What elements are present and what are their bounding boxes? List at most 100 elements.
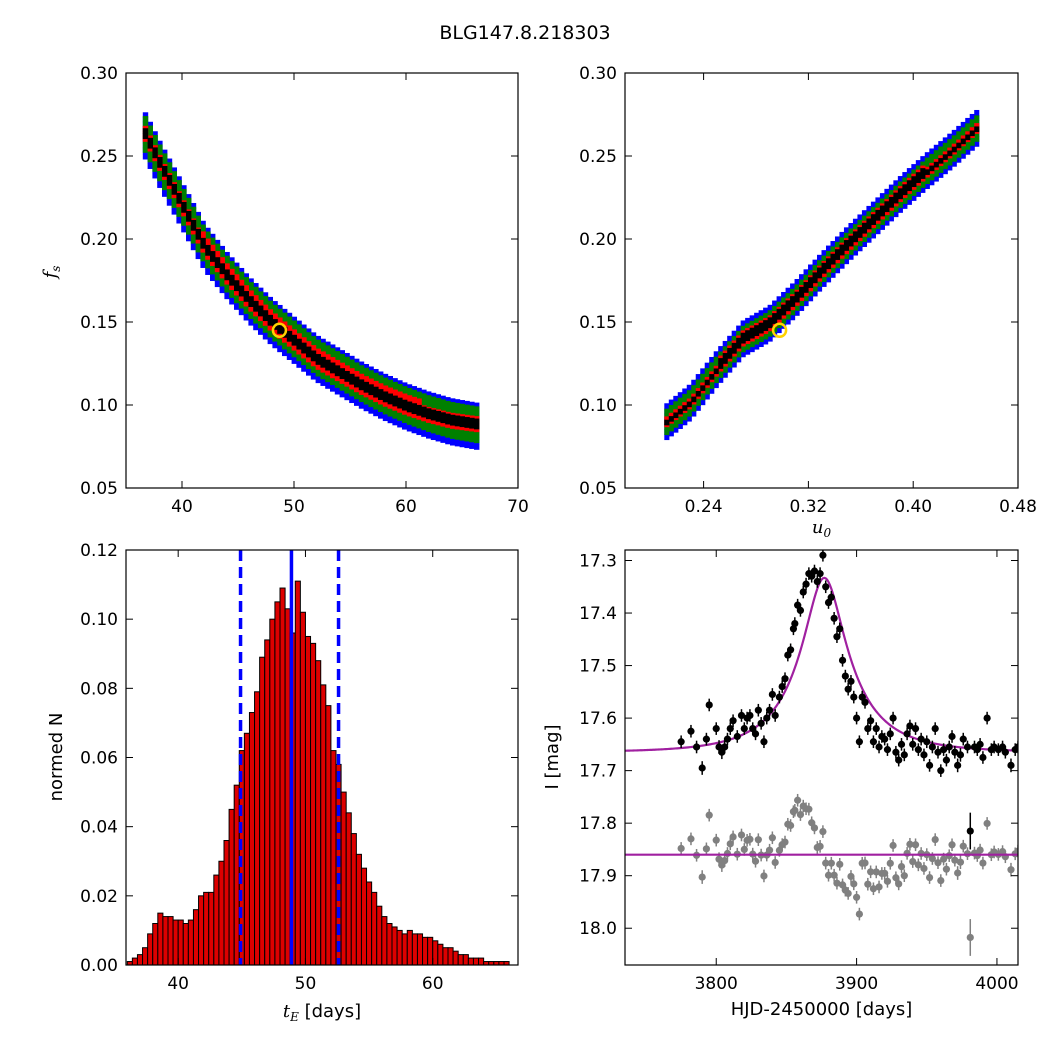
- panel1-density-cell: [349, 364, 355, 371]
- panel2-density-cell: [704, 373, 710, 379]
- panel1-density-cell: [166, 174, 173, 181]
- panel1-density-cell: [258, 296, 264, 303]
- panel1-density-cell: [224, 286, 230, 293]
- panel2-density-cell: [938, 167, 944, 173]
- panel2-density-cell: [884, 194, 890, 200]
- panel1-density-cell: [426, 391, 432, 397]
- panel1-density-cell: [248, 282, 254, 288]
- panel1-density-cell: [397, 397, 403, 404]
- panel1-density-cell: [234, 274, 240, 280]
- panel1-density-cell: [459, 441, 465, 448]
- panel1-density-cell: [190, 206, 197, 213]
- residual-point: [925, 873, 934, 882]
- panel1-density-cell: [315, 348, 321, 355]
- panel2-density-cell: [767, 331, 773, 337]
- panel2-density-cell: [956, 131, 962, 137]
- panel3-ytick-label: 0.08: [80, 679, 118, 699]
- panel2-density-cell: [956, 136, 962, 143]
- data-point: [830, 614, 838, 622]
- panel1-density-cell: [253, 324, 259, 331]
- panel1-density-cell: [411, 421, 417, 427]
- panel2-density-cell: [736, 351, 742, 358]
- panel2-density-cell: [920, 173, 926, 179]
- panel1-density-cell: [402, 382, 408, 388]
- panel1-density-cell: [435, 416, 441, 422]
- panel1-density-cell: [459, 400, 465, 406]
- panel2-density-cell: [825, 271, 832, 278]
- panel2-density-cell: [938, 151, 944, 158]
- panel1-density-cell: [320, 347, 326, 354]
- panel2-density-cell: [758, 336, 764, 343]
- panel2-density-cell: [713, 351, 719, 357]
- panel1-density-cell: [306, 328, 312, 335]
- panel1-density-cell: [200, 220, 206, 227]
- panel2-density-cell: [785, 293, 791, 299]
- panel3-xtick-label: 60: [422, 974, 444, 994]
- panel1-density-cell: [162, 174, 168, 180]
- panel1-density-cell: [344, 370, 350, 377]
- panel1-density-cell: [219, 257, 225, 263]
- panel2-density-cell: [825, 266, 832, 273]
- panel1-density-cell: [330, 344, 336, 351]
- panel1-density-cell: [219, 268, 225, 275]
- panel1-density-cell: [397, 402, 403, 409]
- panel1-density-cell: [368, 384, 374, 390]
- panel1-density-cell: [454, 434, 461, 440]
- panel4-ytick-label: 17.4: [579, 604, 617, 624]
- panel1-density-cell: [402, 399, 408, 406]
- residual-point: [864, 880, 872, 888]
- panel2-density-cell: [888, 189, 894, 196]
- panel2-density-cell: [695, 384, 701, 391]
- panel2-density-cell: [700, 382, 706, 389]
- panel1-density-cell: [411, 427, 417, 434]
- panel1-density-cell: [445, 422, 451, 428]
- panel2-density-cell: [740, 340, 746, 347]
- panel2-density-cell: [933, 171, 939, 177]
- panel1-density-cell: [416, 429, 422, 436]
- panel1-density-cell: [435, 410, 441, 417]
- panel2-density-cell: [938, 172, 944, 178]
- panel1-density-cell: [162, 149, 168, 156]
- histogram-bar: [355, 853, 362, 965]
- panel2-density-cell: [839, 244, 845, 251]
- panel1-density-cell: [382, 385, 389, 392]
- panel2-density-cell: [713, 356, 719, 363]
- panel1-density-cell: [210, 268, 216, 275]
- panel1-density-cell: [291, 340, 297, 346]
- panel2-density-cell: [843, 258, 850, 265]
- panel1-density-cell: [454, 440, 461, 447]
- data-point: [836, 625, 844, 633]
- panel2-density-cell: [920, 182, 926, 188]
- panel2-density-cell: [906, 185, 912, 192]
- panel1-density-cell: [387, 417, 393, 424]
- panel1-density-cell: [306, 356, 312, 363]
- panel2-density-cell: [870, 219, 876, 225]
- panel1-density-cell: [330, 372, 336, 379]
- histogram-bar: [427, 936, 434, 965]
- panel2-density-cell: [754, 325, 760, 331]
- panel1-density-cell: [171, 189, 177, 195]
- panel2-density-cell: [817, 260, 823, 266]
- panel1-density-cell: [147, 130, 153, 137]
- panel1-density-cell: [205, 257, 211, 264]
- panel2-density-cell: [947, 164, 953, 171]
- panel2-density-cell: [834, 241, 841, 248]
- panel2-density-cell: [879, 205, 885, 212]
- residual-point: [824, 871, 833, 879]
- data-point: [737, 711, 746, 720]
- panel2-density-cell: [718, 351, 724, 358]
- histogram-bar: [294, 580, 301, 965]
- panel2-density-cell: [857, 227, 863, 233]
- data-point: [903, 730, 911, 738]
- panel2-density-cell: [677, 405, 683, 412]
- panel2-density-cell: [700, 373, 706, 380]
- panel4-ytick-label: 17.9: [579, 867, 617, 887]
- panel2-density-cell: [799, 295, 805, 301]
- panel1-density-cell: [378, 389, 384, 395]
- residual-point: [976, 846, 984, 854]
- panel2-density-cell: [790, 288, 796, 295]
- histogram-bar: [437, 943, 444, 965]
- panel2-density-cell: [834, 236, 841, 243]
- panel1-density-cell: [402, 417, 408, 423]
- panel1-density-cell: [253, 300, 259, 307]
